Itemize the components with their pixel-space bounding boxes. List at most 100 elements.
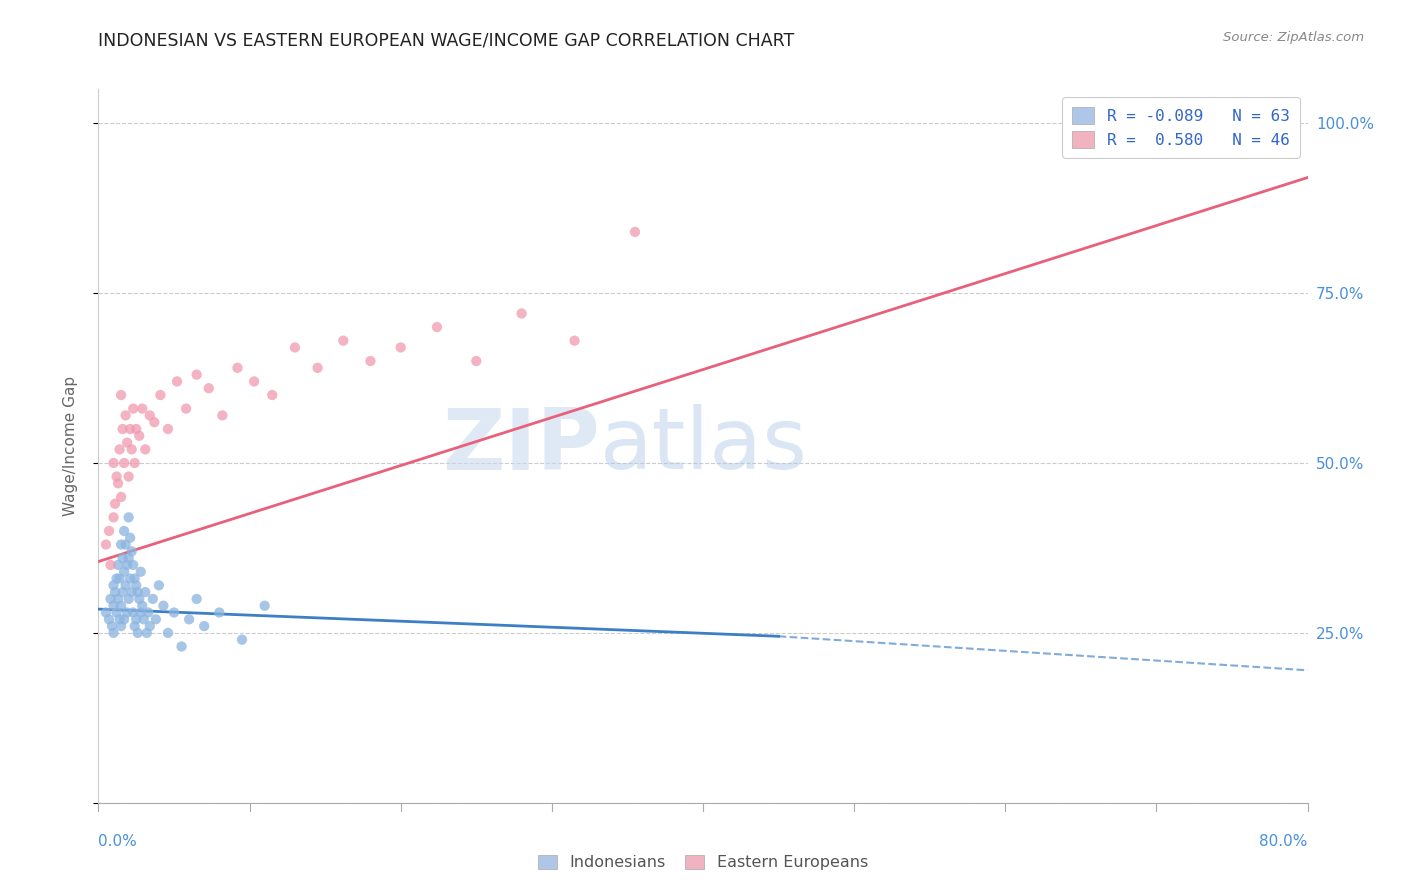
Point (129, 565, 152, 579)
Point (125, 612, 148, 626)
Point (139, 409, 162, 423)
Point (231, 632, 253, 647)
Point (118, 551, 141, 566)
Point (131, 599, 153, 613)
Point (139, 619, 162, 633)
Text: ZIP: ZIP (443, 404, 600, 488)
Text: Source: ZipAtlas.com: Source: ZipAtlas.com (1223, 31, 1364, 45)
Point (110, 537, 132, 551)
Point (120, 422, 142, 436)
Point (193, 619, 215, 633)
Point (262, 388, 284, 402)
Point (103, 599, 125, 613)
Point (105, 572, 128, 586)
Point (104, 497, 127, 511)
Point (104, 585, 127, 599)
Point (112, 565, 135, 579)
Point (186, 368, 208, 382)
Point (145, 612, 167, 626)
Point (118, 469, 141, 483)
Point (134, 585, 156, 599)
Point (125, 422, 148, 436)
Point (179, 612, 201, 626)
Point (152, 599, 174, 613)
Point (163, 606, 186, 620)
Point (624, 225, 647, 239)
Point (142, 591, 165, 606)
Text: atlas: atlas (600, 404, 808, 488)
Point (186, 591, 208, 606)
Point (114, 578, 136, 592)
Point (105, 606, 128, 620)
Text: 0.0%: 0.0% (98, 834, 138, 849)
Point (108, 572, 131, 586)
Point (129, 606, 152, 620)
Point (110, 388, 132, 402)
Point (124, 456, 146, 470)
Point (170, 640, 193, 654)
Point (98, 612, 121, 626)
Point (208, 606, 231, 620)
Point (114, 409, 136, 423)
Point (103, 578, 125, 592)
Point (110, 619, 132, 633)
Point (134, 442, 156, 457)
Point (125, 578, 148, 592)
Point (115, 606, 138, 620)
Point (131, 401, 153, 416)
Point (121, 585, 143, 599)
Point (226, 360, 249, 375)
Point (128, 429, 150, 443)
Point (112, 612, 135, 626)
Point (211, 409, 233, 423)
Point (510, 306, 533, 320)
Point (136, 606, 159, 620)
Point (149, 388, 172, 402)
Point (110, 490, 132, 504)
Legend: Indonesians, Eastern Europeans: Indonesians, Eastern Europeans (531, 848, 875, 877)
Point (197, 381, 219, 395)
Point (101, 619, 124, 633)
Point (107, 476, 129, 491)
Point (122, 558, 145, 572)
Point (105, 469, 128, 483)
Point (103, 456, 125, 470)
Point (120, 531, 142, 545)
Point (465, 354, 488, 368)
Point (100, 558, 122, 572)
Point (111, 585, 134, 599)
Point (135, 626, 157, 640)
Point (103, 626, 125, 640)
Point (128, 591, 150, 606)
Point (148, 578, 170, 592)
Point (127, 626, 149, 640)
Point (94, 606, 117, 620)
Text: INDONESIAN VS EASTERN EUROPEAN WAGE/INCOME GAP CORRELATION CHART: INDONESIAN VS EASTERN EUROPEAN WAGE/INCO… (98, 31, 794, 49)
Point (94, 537, 117, 551)
Point (156, 422, 179, 436)
Point (122, 401, 145, 416)
Point (120, 572, 142, 586)
Point (389, 341, 412, 355)
Point (100, 591, 122, 606)
Point (107, 591, 129, 606)
Point (166, 375, 188, 389)
Point (307, 360, 329, 375)
Point (108, 612, 131, 626)
Point (103, 510, 125, 524)
Point (115, 435, 138, 450)
Point (132, 612, 155, 626)
Point (360, 354, 382, 368)
Point (121, 544, 143, 558)
Point (121, 442, 143, 457)
Point (124, 619, 146, 633)
Y-axis label: Wage/Income Gap: Wage/Income Gap (63, 376, 77, 516)
Point (332, 334, 354, 348)
Point (108, 442, 131, 457)
Text: 80.0%: 80.0% (1260, 834, 1308, 849)
Point (112, 524, 135, 538)
Point (253, 599, 276, 613)
Point (118, 591, 141, 606)
Point (143, 415, 166, 429)
Point (564, 334, 586, 348)
